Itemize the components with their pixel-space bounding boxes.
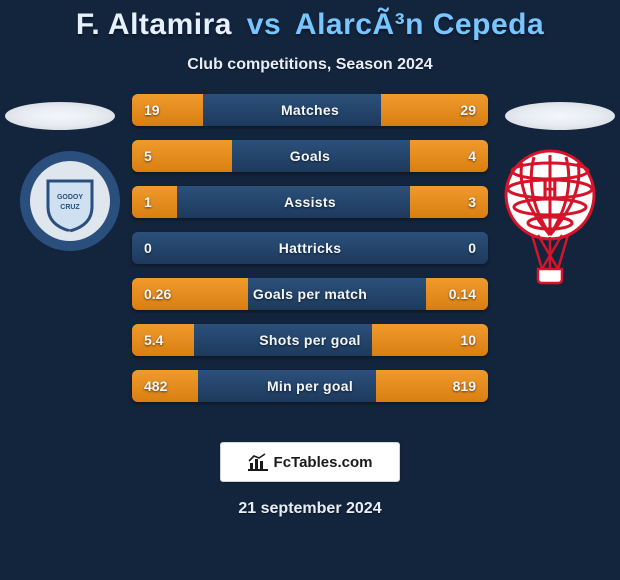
subtitle: Club competitions, Season 2024	[0, 56, 620, 74]
stat-row: 1929Matches	[132, 94, 488, 126]
stat-row: 5.410Shots per goal	[132, 324, 488, 356]
crest-right-letter: H	[542, 177, 558, 202]
stat-label: Hattricks	[132, 232, 488, 264]
vs-label: vs	[247, 8, 281, 41]
comparison-title: F. Altamira vs AlarcÃ³n Cepeda	[0, 8, 620, 42]
chart-icon	[248, 453, 268, 471]
stat-row: 00Hattricks	[132, 232, 488, 264]
stat-label: Shots per goal	[132, 324, 488, 356]
flag-left	[5, 102, 115, 130]
club-crest-left: C.D.G.C.A.T MENDOZA GODOY CRUZ	[18, 149, 122, 253]
stat-label: Goals per match	[132, 278, 488, 310]
stat-label: Matches	[132, 94, 488, 126]
stat-row: 0.260.14Goals per match	[132, 278, 488, 310]
stat-row: 54Goals	[132, 140, 488, 172]
svg-text:CRUZ: CRUZ	[60, 204, 80, 211]
footer-badge[interactable]: FcTables.com	[220, 442, 400, 482]
date-text: 21 september 2024	[0, 500, 620, 518]
player2-name: AlarcÃ³n Cepeda	[295, 8, 544, 41]
stat-row: 482819Min per goal	[132, 370, 488, 402]
stat-label: Assists	[132, 186, 488, 218]
stat-row: 13Assists	[132, 186, 488, 218]
stat-bars: 1929Matches 54Goals 13Assists 00Hattricks 0.…	[132, 94, 488, 416]
club-crest-right: H	[498, 149, 602, 289]
player1-name: F. Altamira	[76, 8, 232, 41]
stat-label: Min per goal	[132, 370, 488, 402]
stat-label: Goals	[132, 140, 488, 172]
comparison-area: C.D.G.C.A.T MENDOZA GODOY CRUZ	[0, 94, 620, 414]
crest-left-inner-text: GODOY	[57, 194, 83, 201]
footer-brand-text: FcTables.com	[274, 454, 373, 471]
flag-right	[505, 102, 615, 130]
content: F. Altamira vs AlarcÃ³n Cepeda Club comp…	[0, 0, 620, 518]
